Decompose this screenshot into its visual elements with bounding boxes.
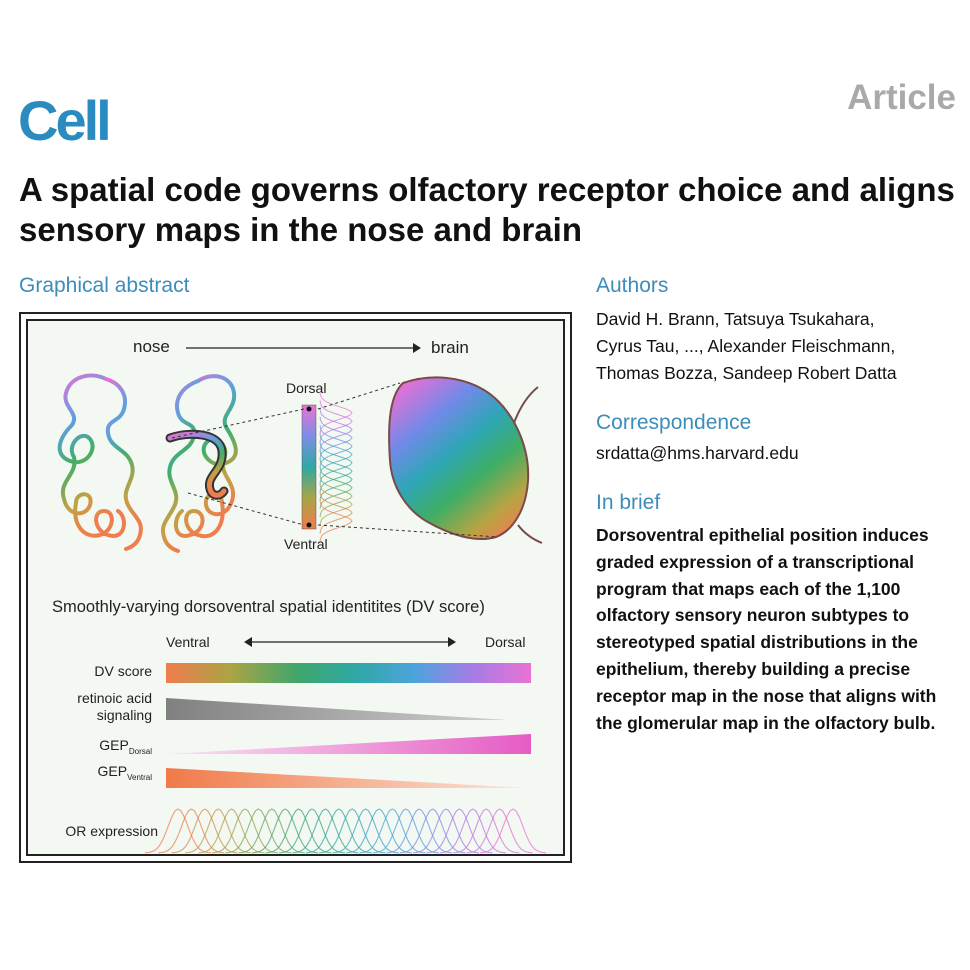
or-curve xyxy=(332,808,399,854)
or-curve xyxy=(238,808,305,854)
or-curve xyxy=(305,808,372,854)
graphical-abstract-heading: Graphical abstract xyxy=(19,274,190,297)
or-curve xyxy=(466,808,533,854)
authors-line: Cyrus Tau, ..., Alexander Fleischmann, xyxy=(596,336,896,356)
or-curve xyxy=(319,499,353,543)
or-curve xyxy=(319,458,353,501)
or-curve xyxy=(439,808,506,854)
in-brief-text: Dorsoventral epithelial position induces… xyxy=(596,522,966,736)
or-curve xyxy=(412,808,480,854)
correspondence-email[interactable]: srdatta@hms.harvard.edu xyxy=(596,443,799,463)
authors-line: Thomas Bozza, Sandeep Robert Datta xyxy=(596,363,897,383)
gep-ventral-wedge xyxy=(166,768,528,788)
dv-score-bar xyxy=(166,663,531,683)
or-curve xyxy=(319,433,353,476)
or-curve xyxy=(319,425,353,468)
or-curve xyxy=(144,808,212,854)
brief-line: stereotyped spatial distributions in the xyxy=(596,632,918,653)
or-curve xyxy=(319,391,353,435)
dv-score-subtitle: Smoothly-varying dorsoventral spatial id… xyxy=(52,598,485,616)
axis-label-dorsal: Dorsal xyxy=(485,634,525,650)
label-dorsal-top: Dorsal xyxy=(286,380,326,396)
or-curve xyxy=(158,808,225,854)
or-curve xyxy=(386,808,453,854)
brief-line: receptor map in the nose that aligns wit… xyxy=(596,685,937,706)
or-curve xyxy=(319,400,353,443)
row-label-or-expression: OR expression xyxy=(65,823,158,839)
or-curve xyxy=(453,808,520,854)
article-type-label: Article xyxy=(847,78,956,117)
or-curve xyxy=(345,808,413,854)
brief-line: olfactory sensory neuron subtypes to xyxy=(596,605,910,626)
or-curve xyxy=(319,441,353,484)
article-title: A spatial code governs olfactory recepto… xyxy=(19,171,955,248)
graphical-abstract-panel: nose brain Dorsal Ventral xyxy=(26,319,565,856)
or-curve xyxy=(319,408,353,451)
label-nose: nose xyxy=(133,337,170,356)
nose-brain-arrowhead xyxy=(413,343,421,353)
or-curve xyxy=(399,808,466,854)
brief-line: epithelium, thereby building a precise xyxy=(596,658,911,679)
nasal-turbinates xyxy=(57,373,238,553)
or-curve xyxy=(252,808,319,854)
or-curve xyxy=(479,808,547,854)
dv-vertical-bar xyxy=(301,404,317,530)
or-curve xyxy=(319,416,353,459)
or-curve xyxy=(185,808,252,854)
row-label-gep-ventral: GEPVentral xyxy=(98,763,153,782)
or-curve xyxy=(319,450,353,493)
or-curve xyxy=(319,808,386,854)
row-label-dv-score: DV score xyxy=(94,663,152,679)
vertical-or-curves xyxy=(319,391,353,543)
axis-label-ventral: Ventral xyxy=(166,634,210,650)
row-label-retinoic-1: retinoic acid xyxy=(77,690,152,706)
in-brief-heading: In brief xyxy=(596,491,661,514)
brief-line: the glomerular map in the olfactory bulb… xyxy=(596,712,936,733)
or-curve xyxy=(292,808,359,854)
brief-line: Dorsoventral epithelial position induces xyxy=(596,525,929,545)
journal-logo: Cell xyxy=(18,89,112,152)
graphical-abstract-frame: nose brain Dorsal Ventral xyxy=(19,312,572,863)
row-label-retinoic-2: signaling xyxy=(97,707,152,723)
authors-list: David H. Brann, Tatsuya Tsukahara, Cyrus… xyxy=(596,306,966,387)
or-curve xyxy=(225,808,292,854)
or-curve xyxy=(426,808,493,854)
or-curve xyxy=(198,808,265,854)
or-curve xyxy=(319,475,353,518)
authors-line: David H. Brann, Tatsuya Tsukahara, xyxy=(596,309,875,329)
label-brain: brain xyxy=(431,338,469,357)
or-curve xyxy=(319,491,353,534)
label-ventral-bottom: Ventral xyxy=(284,536,328,552)
olfactory-bulb xyxy=(388,376,530,541)
or-curve xyxy=(278,808,346,854)
retinoic-acid-wedge xyxy=(166,698,508,720)
brief-line: program that maps each of the 1,100 xyxy=(596,578,901,599)
or-curve xyxy=(211,808,279,854)
graphical-abstract-figure: nose brain Dorsal Ventral xyxy=(52,337,547,854)
or-expression-curves xyxy=(144,808,547,854)
row-label-gep-dorsal: GEPDorsal xyxy=(99,737,152,756)
or-curve xyxy=(171,808,238,854)
gep-dorsal-wedge xyxy=(166,734,531,754)
or-curve xyxy=(265,808,332,854)
or-curve xyxy=(319,466,353,509)
or-curve xyxy=(319,483,353,526)
or-curve xyxy=(359,808,426,854)
brief-line: graded expression of a transcriptional xyxy=(596,551,914,572)
or-curve xyxy=(372,808,439,854)
correspondence-heading: Correspondence xyxy=(596,411,752,434)
authors-heading: Authors xyxy=(596,274,669,297)
